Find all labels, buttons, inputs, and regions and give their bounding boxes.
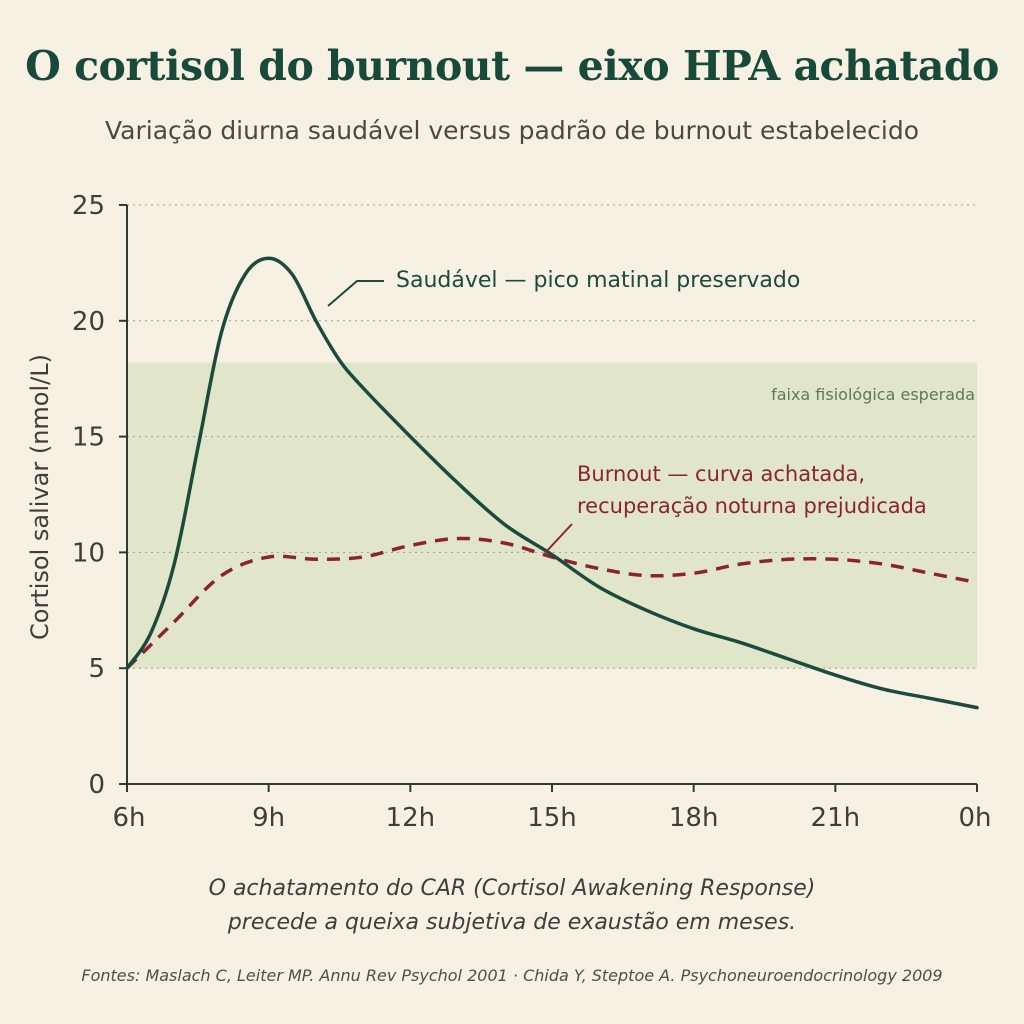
burnout-annotation-line2: recuperação noturna prejudicada: [577, 494, 927, 518]
physiological-band: [127, 362, 977, 669]
burnout-annotation: Burnout — curva achatada, recuperação no…: [577, 462, 927, 518]
x-tick-label: 15h: [527, 803, 577, 833]
x-tick-label: 21h: [811, 803, 861, 833]
chart-title: O cortisol do burnout — eixo HPA achatad…: [25, 42, 999, 90]
healthy-annotation: Saudável — pico matinal preservado: [396, 268, 800, 293]
footnote-line1: O achatamento do CAR (Cortisol Awakening…: [208, 876, 816, 901]
axis-layer: 0 5 10 15 20 25 6h 9h 12h 15h 18h 21h 0h: [72, 191, 992, 833]
y-tick-label: 25: [72, 191, 105, 221]
burnout-annotation-leader: [544, 523, 573, 554]
y-tick-label: 5: [88, 654, 105, 684]
series-layer: [125, 256, 979, 710]
burnout-series-line: [125, 536, 978, 670]
grid-layer: [127, 204, 977, 669]
footnote: O achatamento do CAR (Cortisol Awakening…: [0, 872, 1024, 940]
burnout-annotation-line1: Burnout — curva achatada,: [577, 462, 865, 486]
band-label: faixa fisiológica esperada: [771, 385, 975, 404]
footnote-line2: precede a queixa subjetiva de exaustão e…: [227, 910, 797, 935]
healthy-series-line: [125, 256, 979, 710]
healthy-annotation-leader: [327, 280, 384, 307]
sources: Fontes: Maslach C, Leiter MP. Annu Rev P…: [81, 966, 943, 985]
x-tick-label: 6h: [112, 803, 145, 833]
y-tick-label: 0: [88, 770, 105, 800]
band-layer: [127, 362, 977, 669]
y-axis-label: Cortisol salivar (nmol/L): [26, 354, 54, 640]
x-tick-label: 18h: [669, 803, 719, 833]
x-tick-label: 9h: [252, 803, 285, 833]
chart-subtitle: Variação diurna saudável versus padrão d…: [104, 116, 920, 145]
x-tick-label: 0h: [958, 803, 991, 833]
y-tick-label: 20: [72, 307, 105, 337]
x-tick-label: 12h: [386, 803, 436, 833]
y-tick-label: 15: [72, 423, 105, 453]
y-tick-label: 10: [72, 538, 105, 568]
